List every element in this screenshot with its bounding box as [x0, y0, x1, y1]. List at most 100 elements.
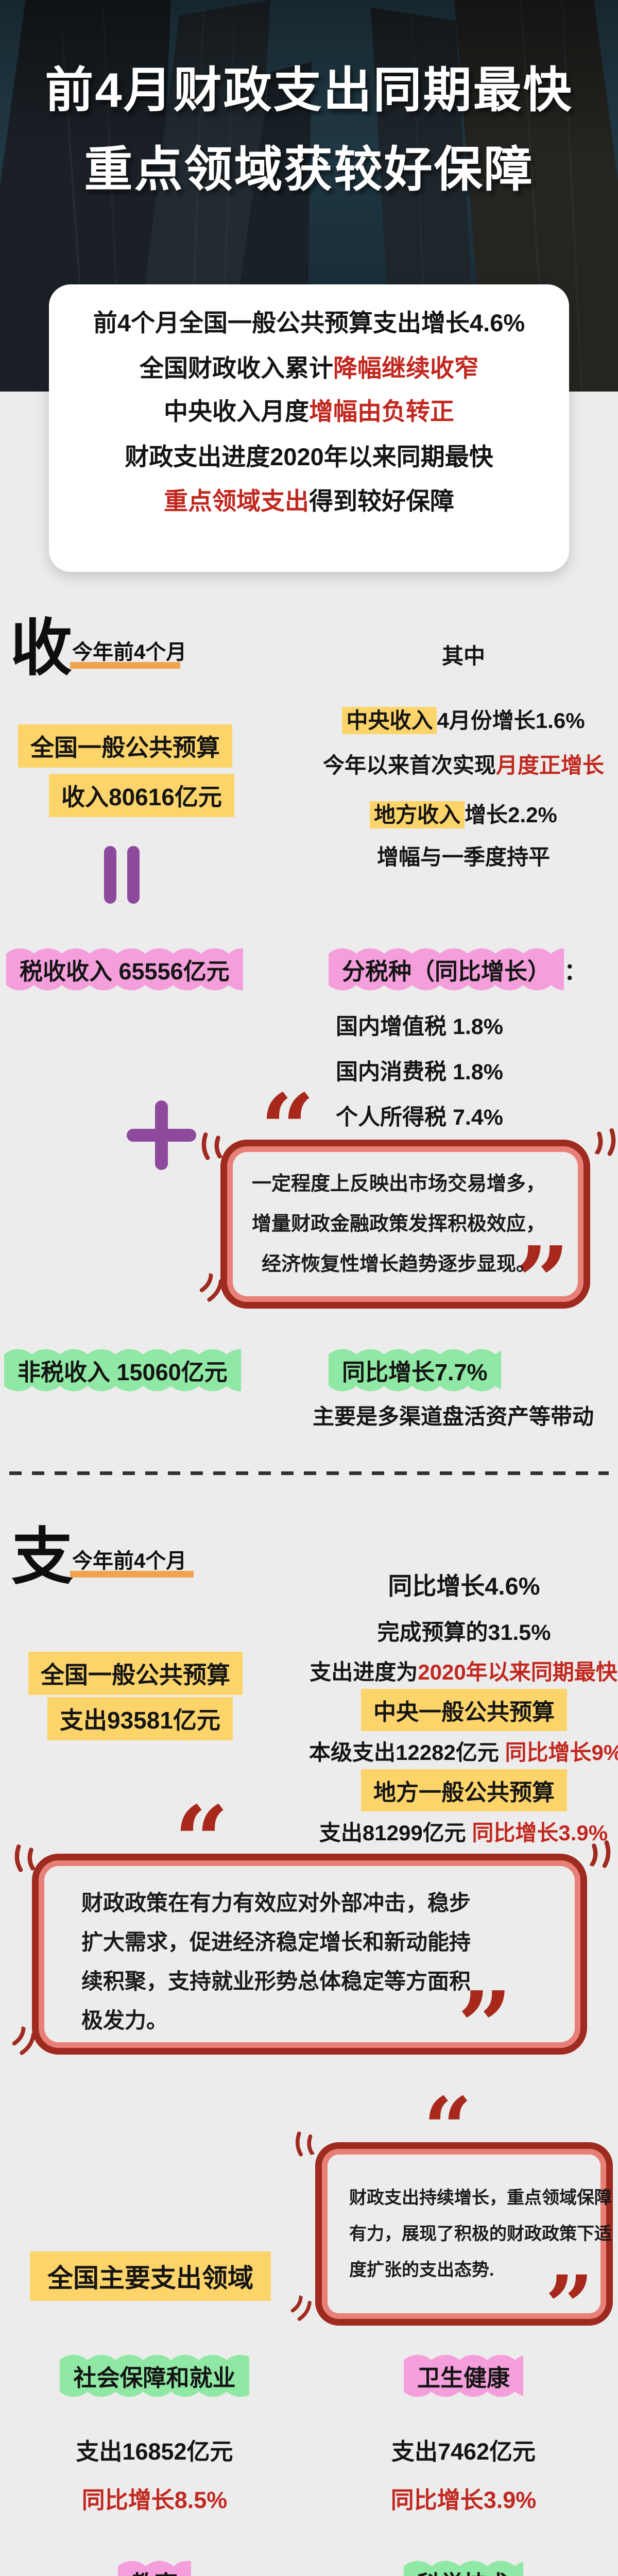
equals-bar-left	[104, 846, 116, 904]
category-social-growth: 同比增长8.5%	[81, 2487, 228, 2513]
page-title-line1: 前4月财政支出同期最快	[45, 63, 573, 117]
expenditure-section-char: 支	[11, 1522, 73, 1591]
equals-bar-right	[127, 846, 140, 904]
summary-line-2-text: 全国财政收入累计	[140, 354, 333, 382]
revenue-quote-line-2: 增量财政金融政策发挥积极效应，	[251, 1213, 545, 1235]
motion-lines-icon	[580, 1833, 617, 1872]
expenditure-local-label-row: 地方一般公共预算	[315, 1769, 613, 1811]
expenditure-progress-line: 支出进度为2020年以来同期最快	[309, 1655, 618, 1686]
revenue-section-char: 收	[10, 614, 72, 683]
category-science-badge: 科学技术	[403, 2560, 523, 2576]
expenditure-period-label: 今年前4个月	[72, 1550, 187, 1572]
category-education-badge: 教育	[117, 2560, 191, 2576]
plus-horizontal-bar	[127, 1129, 196, 1142]
category-health-amount: 支出7462亿元	[391, 2438, 536, 2465]
tax-kinds-colon: ：	[564, 958, 588, 985]
expenditure-progress-text: 支出进度为	[310, 1660, 418, 1684]
category-social-label-row: 社会保障和就业	[0, 2353, 309, 2398]
section-divider	[9, 1471, 609, 1475]
summary-line-1-text: 前4个月全国一般公共预算支出增长4.6%	[93, 309, 525, 336]
expenditure-period-underline	[70, 1571, 194, 1578]
key-areas-label: 全国主要支出领域	[30, 2251, 271, 2301]
expenditure-quote-line-2: 扩大需求，促进经济稳定增长和新动能持	[81, 1930, 471, 1954]
expenditure-central-growth: 同比增长9%	[505, 1740, 618, 1765]
summary-line-5-text: 得到较好保障	[309, 487, 454, 515]
key-areas-quote-line-2: 有力，展现了积极的财政政策下适	[349, 2224, 612, 2244]
revenue-monthly-text: 今年以来首次实现	[322, 753, 496, 777]
revenue-period-underline	[70, 662, 180, 669]
key-areas-quote-line-3: 度扩张的支出态势.	[349, 2260, 494, 2280]
quote-close-icon: ”	[457, 1970, 512, 2082]
tax-item-vat: 国内增值税 1.8%	[336, 1014, 503, 1039]
expenditure-central-amount: 本级支出12282亿元	[309, 1740, 505, 1765]
summary-line-5-highlight: 重点领域支出	[164, 487, 309, 515]
summary-card: 前4个月全国一般公共预算支出增长4.6% 全国财政收入累计降幅继续收窄 中央收入…	[49, 284, 569, 572]
quote-open-icon: “	[423, 2078, 472, 2178]
key-areas-quote-line-1: 财政支出持续增长，重点领域保障	[349, 2188, 612, 2208]
quote-close-icon: ”	[545, 2257, 594, 2357]
revenue-monthly-line: 今年以来首次实现月度正增长	[314, 748, 613, 779]
expenditure-total-amount: 支出93581亿元	[47, 1697, 233, 1740]
revenue-quote-line-1: 一定程度上反映出市场交易增多，	[251, 1173, 545, 1195]
motion-lines-icon	[190, 1267, 229, 1308]
expenditure-quote-box	[32, 1854, 587, 2055]
expenditure-central-label: 中央一般公共预算	[361, 1689, 567, 1731]
summary-line-3-highlight: 增幅由负转正	[309, 398, 454, 425]
motion-lines-icon	[585, 1121, 618, 1160]
motion-lines-icon	[195, 1125, 232, 1164]
category-health-growth: 同比增长3.9%	[390, 2487, 537, 2513]
category-social-badge: 社会保障和就业	[60, 2353, 249, 2398]
expenditure-growth: 同比增长4.6%	[388, 1572, 540, 1600]
nontax-note: 主要是多渠道盘活资产等带动	[312, 1404, 594, 1429]
revenue-local-highlight: 地方收入	[370, 801, 465, 828]
category-health-label-row: 卫生健康	[309, 2353, 618, 2398]
nontax-growth-badge: 同比增长7.7%	[329, 1348, 501, 1393]
motion-lines-icon	[8, 1837, 45, 1876]
expenditure-central-stat: 本级支出12282亿元 同比增长9%	[309, 1735, 618, 1767]
motion-lines-icon	[2, 2020, 42, 2061]
tax-kinds-badge: 分税种（同比增长）	[329, 947, 564, 992]
page-title-line2: 重点领域获较好保障	[84, 142, 534, 196]
expenditure-local-label: 地方一般公共预算	[361, 1769, 567, 1811]
summary-line-4-text: 财政支出进度2020年以来同期最快	[125, 443, 493, 470]
expenditure-budget-pct: 完成预算的31.5%	[377, 1620, 551, 1645]
revenue-total-label: 全国一般公共预算	[18, 724, 232, 768]
category-health-badge: 卫生健康	[403, 2353, 523, 2398]
category-social-amount: 支出16852亿元	[76, 2438, 233, 2465]
expenditure-total-label: 全国一般公共预算	[28, 1652, 243, 1695]
revenue-central-text: 4月份增长1.6%	[437, 708, 585, 733]
revenue-local-text: 增长2.2%	[465, 803, 557, 827]
expenditure-local-stat: 支出81299亿元 同比增长3.9%	[309, 1816, 618, 1847]
revenue-central-line: 中央收入 4月份增长1.6%	[314, 703, 613, 735]
revenue-central-highlight: 中央收入	[342, 707, 437, 734]
motion-lines-icon	[282, 2290, 317, 2326]
expenditure-progress-highlight: 2020年以来同期最快	[418, 1660, 617, 1684]
revenue-breakdown-title: 其中	[441, 644, 485, 668]
quote-open-icon: “	[260, 1073, 315, 1185]
expenditure-quote-line-1: 财政政策在有力有效应对外部冲击，稳步	[81, 1891, 471, 1915]
revenue-quote-box	[220, 1140, 590, 1309]
revenue-quarter-note: 增幅与一季度持平	[376, 845, 550, 869]
category-science-label-row: 科学技术	[309, 2560, 618, 2576]
tax-item-income: 个人所得税 7.4%	[336, 1105, 503, 1130]
tax-revenue-badge: 税收收入 65556亿元	[6, 947, 243, 992]
motion-lines-icon	[289, 2125, 323, 2161]
tax-item-consumption: 国内消费税 1.8%	[336, 1060, 503, 1084]
expenditure-quote-line-4: 极发力。	[81, 2008, 168, 2032]
plus-icon	[127, 1100, 196, 1170]
summary-line-3: 中央收入月度增幅由负转正	[49, 392, 569, 427]
tax-kinds-row: 分税种（同比增长）：	[329, 947, 587, 992]
quote-open-icon: “	[174, 1785, 229, 1897]
summary-line-3-text: 中央收入月度	[164, 398, 309, 425]
revenue-total-amount: 收入80616亿元	[49, 774, 234, 817]
summary-line-5: 重点领域支出得到较好保障	[49, 481, 569, 517]
equals-icon	[104, 846, 140, 904]
revenue-local-line: 地方收入 增长2.2%	[314, 798, 613, 829]
expenditure-local-amount: 支出81299亿元	[319, 1821, 472, 1845]
category-education-label-row: 教育	[0, 2560, 309, 2576]
expenditure-local-growth: 同比增长3.9%	[472, 1821, 608, 1845]
summary-line-4: 财政支出进度2020年以来同期最快	[49, 437, 569, 472]
summary-line-2-highlight: 降幅继续收窄	[333, 354, 478, 382]
expenditure-quote-line-3: 续积聚，支持就业形势总体稳定等方面积	[81, 1969, 471, 1993]
